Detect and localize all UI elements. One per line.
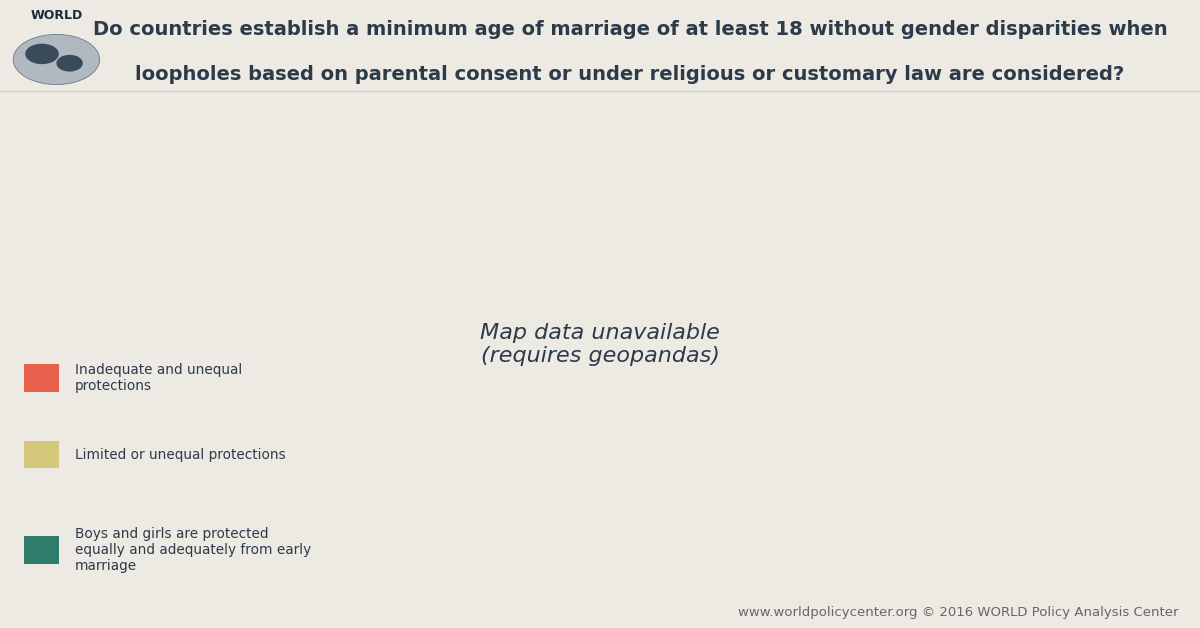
Text: Inadequate and unequal
protections: Inadequate and unequal protections	[74, 363, 242, 393]
Text: Limited or unequal protections: Limited or unequal protections	[74, 448, 286, 462]
Text: Map data unavailable
(requires geopandas): Map data unavailable (requires geopandas…	[480, 323, 720, 366]
Text: WORLD: WORLD	[30, 9, 83, 23]
FancyBboxPatch shape	[24, 364, 59, 392]
Text: loopholes based on parental consent or under religious or customary law are cons: loopholes based on parental consent or u…	[136, 65, 1124, 84]
Ellipse shape	[13, 35, 100, 85]
Ellipse shape	[56, 55, 83, 72]
Ellipse shape	[25, 44, 59, 64]
FancyBboxPatch shape	[24, 536, 59, 564]
Text: Boys and girls are protected
equally and adequately from early
marriage: Boys and girls are protected equally and…	[74, 527, 311, 573]
Text: Do countries establish a minimum age of marriage of at least 18 without gender d: Do countries establish a minimum age of …	[92, 21, 1168, 40]
Text: www.worldpolicycenter.org © 2016 WORLD Policy Analysis Center: www.worldpolicycenter.org © 2016 WORLD P…	[738, 606, 1178, 619]
FancyBboxPatch shape	[24, 441, 59, 468]
